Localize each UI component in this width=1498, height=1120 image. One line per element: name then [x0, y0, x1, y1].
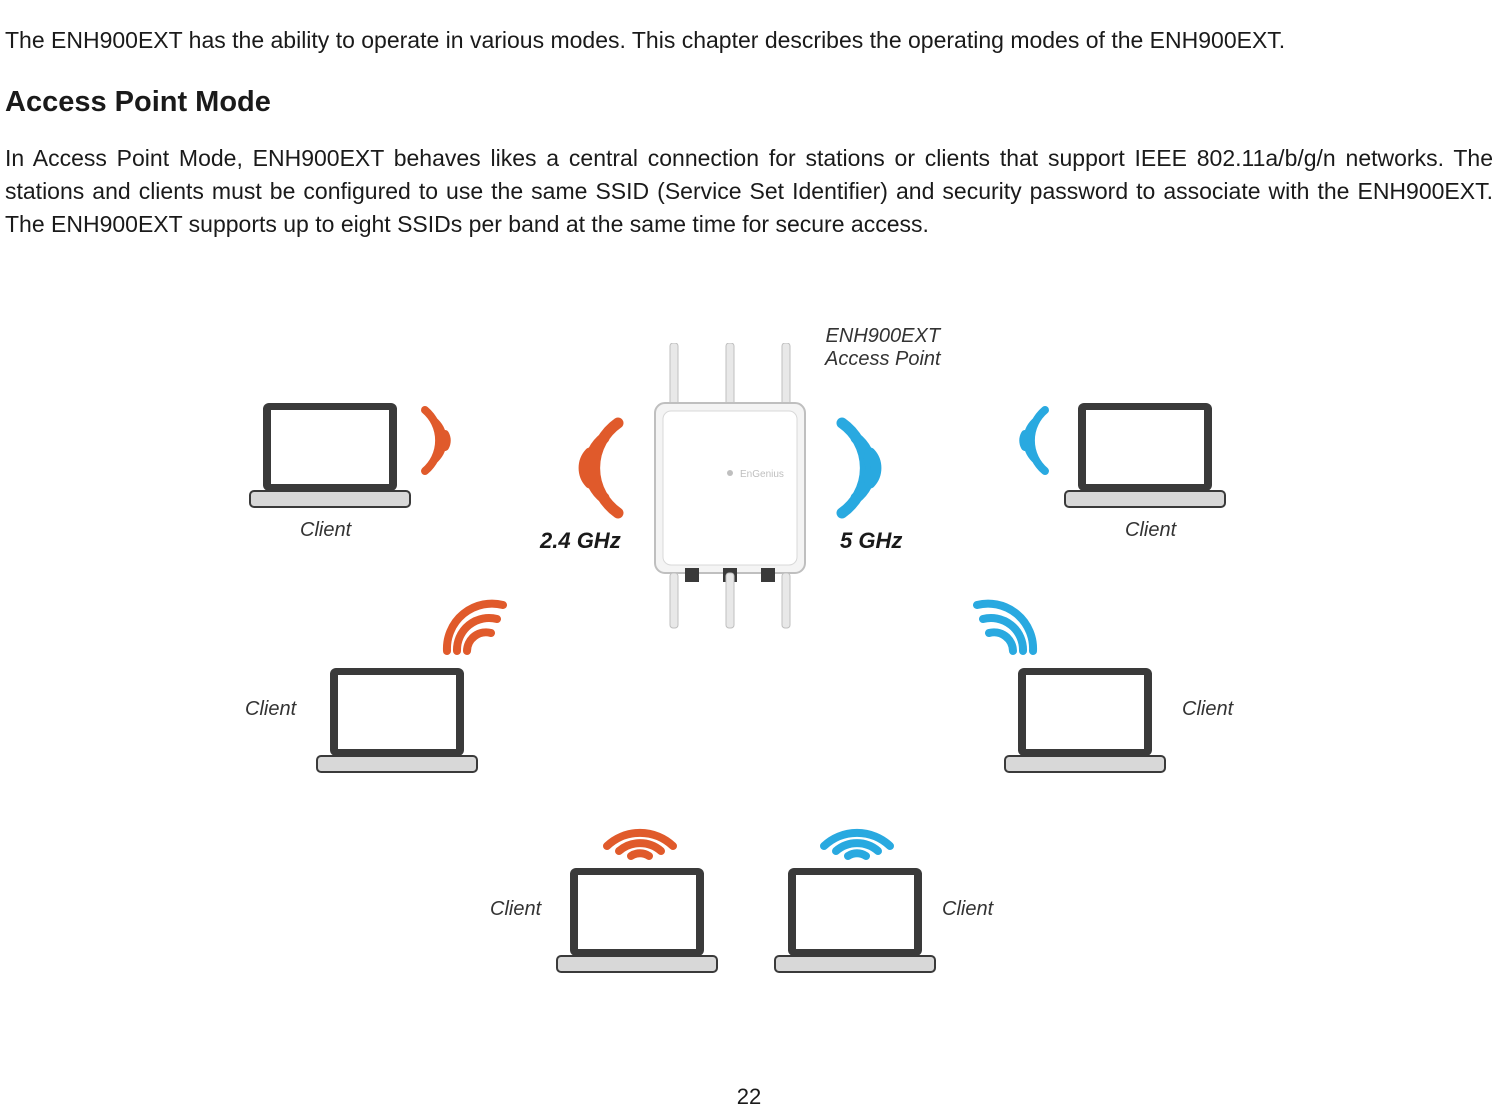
client-laptop-mid-right: [1000, 663, 1170, 778]
wifi-icon-5ghz: [830, 408, 905, 528]
wifi-icon-client-mr: [965, 593, 1045, 663]
client-laptop-bottom-left: [552, 863, 722, 978]
client-laptop-top-right: [1060, 398, 1230, 513]
client-label-bl: Client: [490, 898, 541, 921]
client-label-br: Client: [942, 898, 993, 921]
band-5-label: 5 GHz: [840, 528, 902, 554]
ap-title-label: ENH900EXT Access Point: [825, 325, 941, 371]
wifi-icon-client-bl: [595, 801, 685, 861]
client-laptop-bottom-right: [770, 863, 940, 978]
access-point-device: EnGenius: [615, 343, 845, 633]
ap-mode-diagram: EnGenius ENH900EXT Access Point 2.4 GHz …: [0, 303, 1498, 1023]
client-label-mr: Client: [1182, 698, 1233, 721]
page-number: 22: [0, 1084, 1498, 1110]
band-24-label: 2.4 GHz: [540, 528, 621, 554]
client-label-ml: Client: [245, 698, 296, 721]
wifi-icon-client-tr: [1000, 398, 1055, 483]
body-paragraph: In Access Point Mode, ENH900EXT behaves …: [5, 142, 1493, 242]
section-heading: Access Point Mode: [5, 86, 1493, 119]
wifi-icon-client-ml: [435, 593, 515, 663]
wifi-icon-24ghz: [555, 408, 630, 528]
wifi-icon-client-tl: [415, 398, 470, 483]
wifi-icon-client-br: [812, 801, 902, 861]
client-label-tr: Client: [1125, 519, 1176, 542]
client-label-tl: Client: [300, 519, 351, 542]
svg-text:EnGenius: EnGenius: [740, 469, 784, 480]
client-laptop-mid-left: [312, 663, 482, 778]
intro-paragraph: The ENH900EXT has the ability to operate…: [5, 23, 1493, 58]
client-laptop-top-left: [245, 398, 415, 513]
